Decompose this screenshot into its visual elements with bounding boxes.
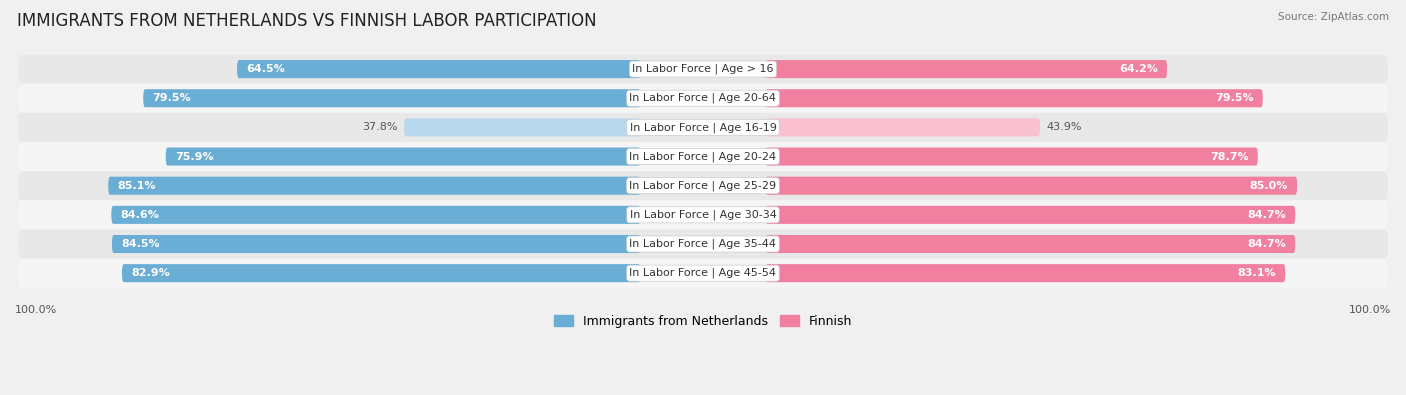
Text: 100.0%: 100.0%: [1348, 305, 1391, 315]
Text: Source: ZipAtlas.com: Source: ZipAtlas.com: [1278, 12, 1389, 22]
Text: 75.9%: 75.9%: [176, 152, 214, 162]
FancyBboxPatch shape: [18, 113, 1388, 142]
Text: 84.7%: 84.7%: [1247, 239, 1286, 249]
FancyBboxPatch shape: [18, 55, 1388, 83]
FancyBboxPatch shape: [143, 89, 641, 107]
Text: IMMIGRANTS FROM NETHERLANDS VS FINNISH LABOR PARTICIPATION: IMMIGRANTS FROM NETHERLANDS VS FINNISH L…: [17, 12, 596, 30]
FancyBboxPatch shape: [765, 60, 1167, 78]
FancyBboxPatch shape: [18, 84, 1388, 113]
Text: 79.5%: 79.5%: [153, 93, 191, 103]
Text: In Labor Force | Age 16-19: In Labor Force | Age 16-19: [630, 122, 776, 133]
Legend: Immigrants from Netherlands, Finnish: Immigrants from Netherlands, Finnish: [548, 310, 858, 333]
FancyBboxPatch shape: [111, 206, 641, 224]
Text: In Labor Force | Age 30-34: In Labor Force | Age 30-34: [630, 210, 776, 220]
Text: 79.5%: 79.5%: [1215, 93, 1253, 103]
FancyBboxPatch shape: [404, 118, 641, 136]
FancyBboxPatch shape: [765, 264, 1285, 282]
FancyBboxPatch shape: [765, 118, 1040, 136]
FancyBboxPatch shape: [765, 89, 1263, 107]
Text: In Labor Force | Age 20-24: In Labor Force | Age 20-24: [630, 151, 776, 162]
Text: In Labor Force | Age 25-29: In Labor Force | Age 25-29: [630, 181, 776, 191]
Text: 85.0%: 85.0%: [1250, 181, 1288, 191]
FancyBboxPatch shape: [18, 259, 1388, 288]
Text: 78.7%: 78.7%: [1209, 152, 1249, 162]
FancyBboxPatch shape: [765, 147, 1258, 166]
FancyBboxPatch shape: [18, 230, 1388, 258]
Text: 37.8%: 37.8%: [363, 122, 398, 132]
Text: In Labor Force | Age > 16: In Labor Force | Age > 16: [633, 64, 773, 74]
Text: 64.5%: 64.5%: [246, 64, 285, 74]
Text: 82.9%: 82.9%: [131, 268, 170, 278]
FancyBboxPatch shape: [18, 201, 1388, 229]
FancyBboxPatch shape: [108, 177, 641, 195]
FancyBboxPatch shape: [122, 264, 641, 282]
Text: In Labor Force | Age 45-54: In Labor Force | Age 45-54: [630, 268, 776, 278]
Text: 100.0%: 100.0%: [15, 305, 58, 315]
FancyBboxPatch shape: [18, 171, 1388, 200]
Text: 43.9%: 43.9%: [1046, 122, 1081, 132]
FancyBboxPatch shape: [18, 142, 1388, 171]
FancyBboxPatch shape: [166, 147, 641, 166]
Text: 85.1%: 85.1%: [118, 181, 156, 191]
Text: 84.5%: 84.5%: [121, 239, 160, 249]
FancyBboxPatch shape: [765, 177, 1298, 195]
Text: In Labor Force | Age 20-64: In Labor Force | Age 20-64: [630, 93, 776, 103]
Text: 84.7%: 84.7%: [1247, 210, 1286, 220]
FancyBboxPatch shape: [238, 60, 641, 78]
Text: 84.6%: 84.6%: [121, 210, 159, 220]
FancyBboxPatch shape: [765, 206, 1295, 224]
FancyBboxPatch shape: [765, 235, 1295, 253]
Text: 64.2%: 64.2%: [1119, 64, 1157, 74]
FancyBboxPatch shape: [112, 235, 641, 253]
Text: In Labor Force | Age 35-44: In Labor Force | Age 35-44: [630, 239, 776, 249]
Text: 83.1%: 83.1%: [1237, 268, 1275, 278]
